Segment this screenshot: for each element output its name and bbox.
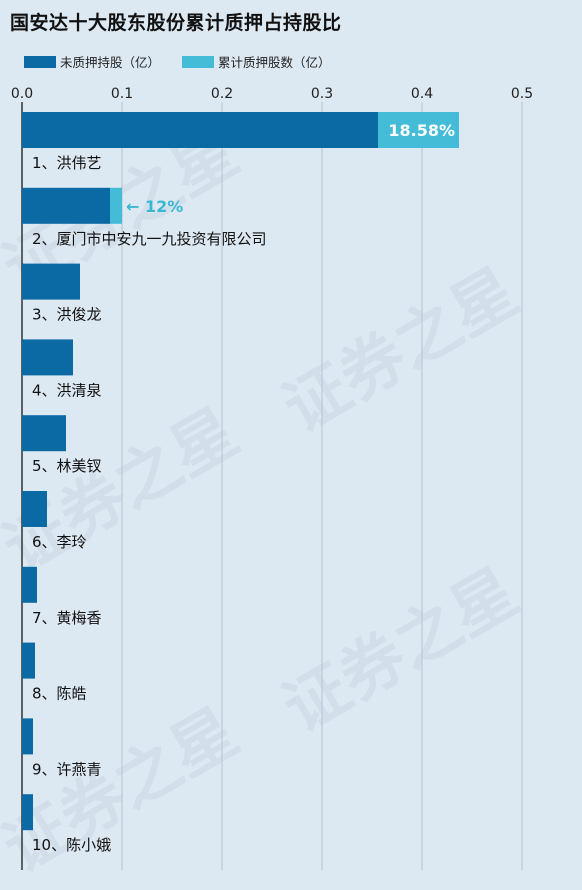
legend-swatch-unpledged	[24, 55, 56, 68]
x-tick-label: 0.4	[411, 86, 433, 102]
bar-unpledged	[22, 642, 35, 679]
bar-unpledged	[22, 718, 33, 755]
category-label: 9、许燕青	[32, 760, 102, 778]
legend-item-unpledged: 未质押持股（亿）	[24, 52, 160, 71]
category-label: 2、厦门市中安九一九投资有限公司	[32, 230, 267, 248]
bar-pledged	[110, 187, 122, 224]
category-label: 6、李玲	[32, 533, 87, 551]
category-label: 10、陈小娥	[32, 836, 111, 854]
category-label: 7、黄梅香	[32, 609, 102, 627]
bar-unpledged	[22, 491, 47, 527]
legend-label-unpledged: 未质押持股（亿）	[60, 55, 161, 70]
legend-item-pledged: 累计质押股数（亿）	[182, 52, 331, 71]
x-tick-label: 0.5	[511, 86, 533, 102]
bar-unpledged	[22, 415, 66, 452]
category-label: 8、陈皓	[32, 685, 87, 703]
category-label: 1、洪伟艺	[32, 154, 102, 172]
chart-title: 国安达十大股东股份累计质押占持股比	[10, 12, 342, 34]
legend-swatch-pledged	[182, 55, 215, 68]
chart-legend: 未质押持股（亿） 累计质押股数（亿）	[24, 52, 353, 71]
bar-pledged	[378, 112, 459, 148]
bar-unpledged	[22, 339, 73, 376]
data-label: ← 12%	[126, 197, 183, 216]
legend-label-pledged: 累计质押股数（亿）	[218, 55, 331, 70]
x-tick-label: 0.2	[211, 86, 233, 102]
bar-unpledged	[22, 794, 33, 831]
bar-unpledged	[22, 263, 80, 300]
bar-unpledged	[22, 187, 110, 224]
category-label: 4、洪清泉	[32, 381, 102, 399]
category-label: 5、林美钗	[32, 457, 102, 475]
bar-unpledged	[22, 566, 37, 603]
x-tick-label: 0.1	[111, 86, 133, 102]
x-tick-label: 0.3	[311, 86, 333, 102]
x-tick-label: 0.0	[11, 86, 33, 102]
category-label: 3、洪俊龙	[32, 306, 102, 324]
bar-unpledged	[22, 112, 378, 148]
data-label: 18.58%	[388, 121, 455, 140]
